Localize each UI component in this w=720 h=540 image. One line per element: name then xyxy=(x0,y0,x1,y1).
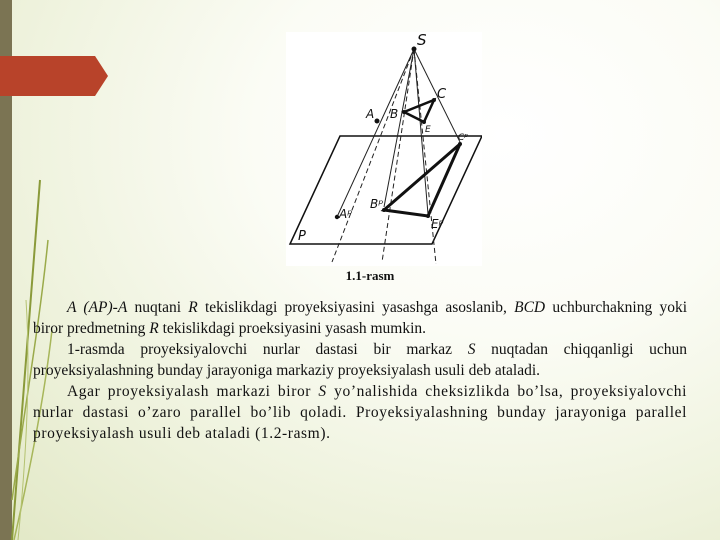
paragraph-1: A (AP)-A nuqtani R tekislikdagi proyeksi… xyxy=(33,299,687,337)
paragraph-2: 1-rasmda proyeksiyalovchi nurlar dastasi… xyxy=(33,341,687,379)
label-c: C xyxy=(437,87,447,102)
paragraph-3: Agar proyeksiyalash markazi biror S yo’n… xyxy=(33,383,687,442)
label-a: A xyxy=(365,107,374,121)
central-projection-diagram: S A B C E Aᵖ Bᵖ Cᵖ Eᵖ P xyxy=(288,31,484,265)
label-p: P xyxy=(298,229,306,244)
points xyxy=(334,46,462,220)
triangle-projection xyxy=(380,142,462,218)
accent-arrow-shape xyxy=(0,56,108,96)
triangle-bce xyxy=(400,97,437,124)
label-s: S xyxy=(417,32,427,49)
figure-caption: 1.1-rasm xyxy=(345,268,395,283)
label-b: B xyxy=(390,107,398,121)
label-e-p: Eᵖ xyxy=(431,217,444,231)
projection-rays xyxy=(331,48,461,265)
label-a-p: Aᵖ xyxy=(338,207,352,221)
label-b-p: Bᵖ xyxy=(370,197,383,211)
decorative-curves xyxy=(11,179,53,540)
projection-figure: S A B C E Aᵖ Bᵖ Cᵖ Eᵖ P xyxy=(286,31,484,266)
notation-a-ap-a: A (AP)-A xyxy=(67,299,128,316)
left-sidebar-bar xyxy=(0,0,12,540)
body-text: A (AP)-A nuqtani R tekislikdagi proyeksi… xyxy=(33,297,687,444)
projection-plane xyxy=(288,135,484,245)
label-c-p: Cᵖ xyxy=(458,133,468,143)
label-e: E xyxy=(425,125,431,135)
